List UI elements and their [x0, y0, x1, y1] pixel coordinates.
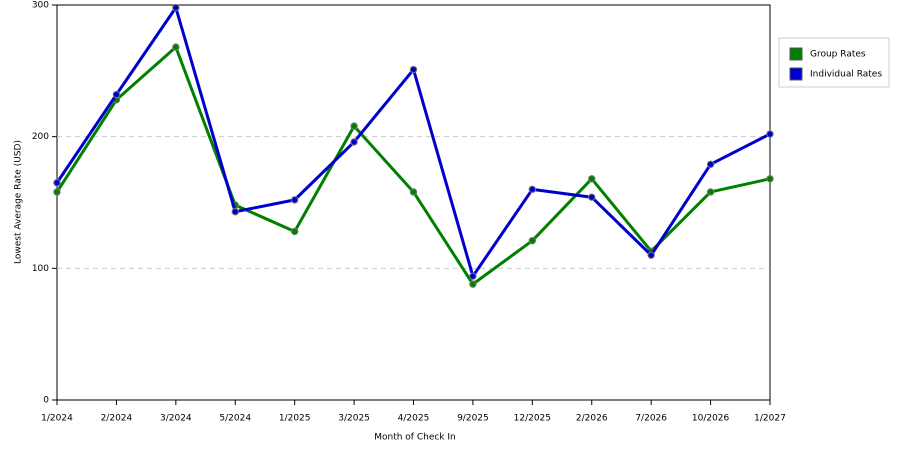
x-tick-label: 1/2025: [279, 414, 311, 424]
plot-frame: [56, 4, 771, 401]
data-point: [290, 196, 299, 204]
y-axis-label: Lowest Average Rate (USD): [14, 140, 24, 264]
data-point: [53, 188, 61, 196]
legend-label: Group Rates: [810, 50, 866, 60]
x-tick-label: 3/2025: [338, 414, 370, 424]
data-point: [409, 188, 418, 196]
legend-swatch: [789, 47, 803, 61]
y-tick-label: 300: [32, 1, 49, 11]
data-point: [588, 175, 596, 183]
y-tick-label: 0: [43, 396, 49, 406]
data-point: [350, 122, 358, 130]
data-point: [528, 236, 537, 245]
data-point: [706, 188, 715, 196]
data-point: [528, 185, 537, 194]
data-point: [469, 272, 477, 280]
x-tick-label: 10/2026: [692, 414, 730, 424]
data-point: [53, 179, 61, 187]
legend-label: Individual Rates: [810, 70, 882, 80]
data-point: [766, 175, 774, 183]
x-tick-label: 2/2024: [101, 414, 133, 424]
series-line: [55, 6, 771, 278]
x-axis-label: Month of Check In: [374, 433, 456, 443]
y-tick-label: 200: [32, 132, 49, 142]
data-point: [172, 43, 180, 51]
data-point: [172, 3, 180, 12]
data-point: [290, 227, 299, 236]
data-point: [350, 138, 358, 146]
x-tick-label: 9/2025: [457, 414, 489, 424]
legend-swatch: [789, 67, 803, 81]
series-line: [55, 45, 771, 286]
x-tick-label: 5/2024: [219, 414, 251, 424]
data-point: [588, 193, 596, 201]
x-tick-label: 4/2025: [398, 414, 430, 424]
x-tick-label: 1/2027: [754, 414, 786, 424]
data-point: [706, 160, 715, 169]
x-tick-label: 12/2025: [514, 414, 551, 424]
data-point: [112, 90, 121, 99]
data-point: [409, 65, 418, 74]
x-tick-label: 1/2024: [41, 414, 73, 424]
data-point: [231, 208, 239, 216]
data-point: [647, 251, 655, 259]
x-tick-label: 3/2024: [160, 414, 192, 424]
x-tick-label: 7/2026: [635, 414, 667, 424]
data-point: [469, 280, 477, 288]
data-point: [766, 130, 774, 138]
y-tick-label: 100: [32, 264, 49, 274]
x-tick-label: 2/2026: [576, 414, 608, 424]
